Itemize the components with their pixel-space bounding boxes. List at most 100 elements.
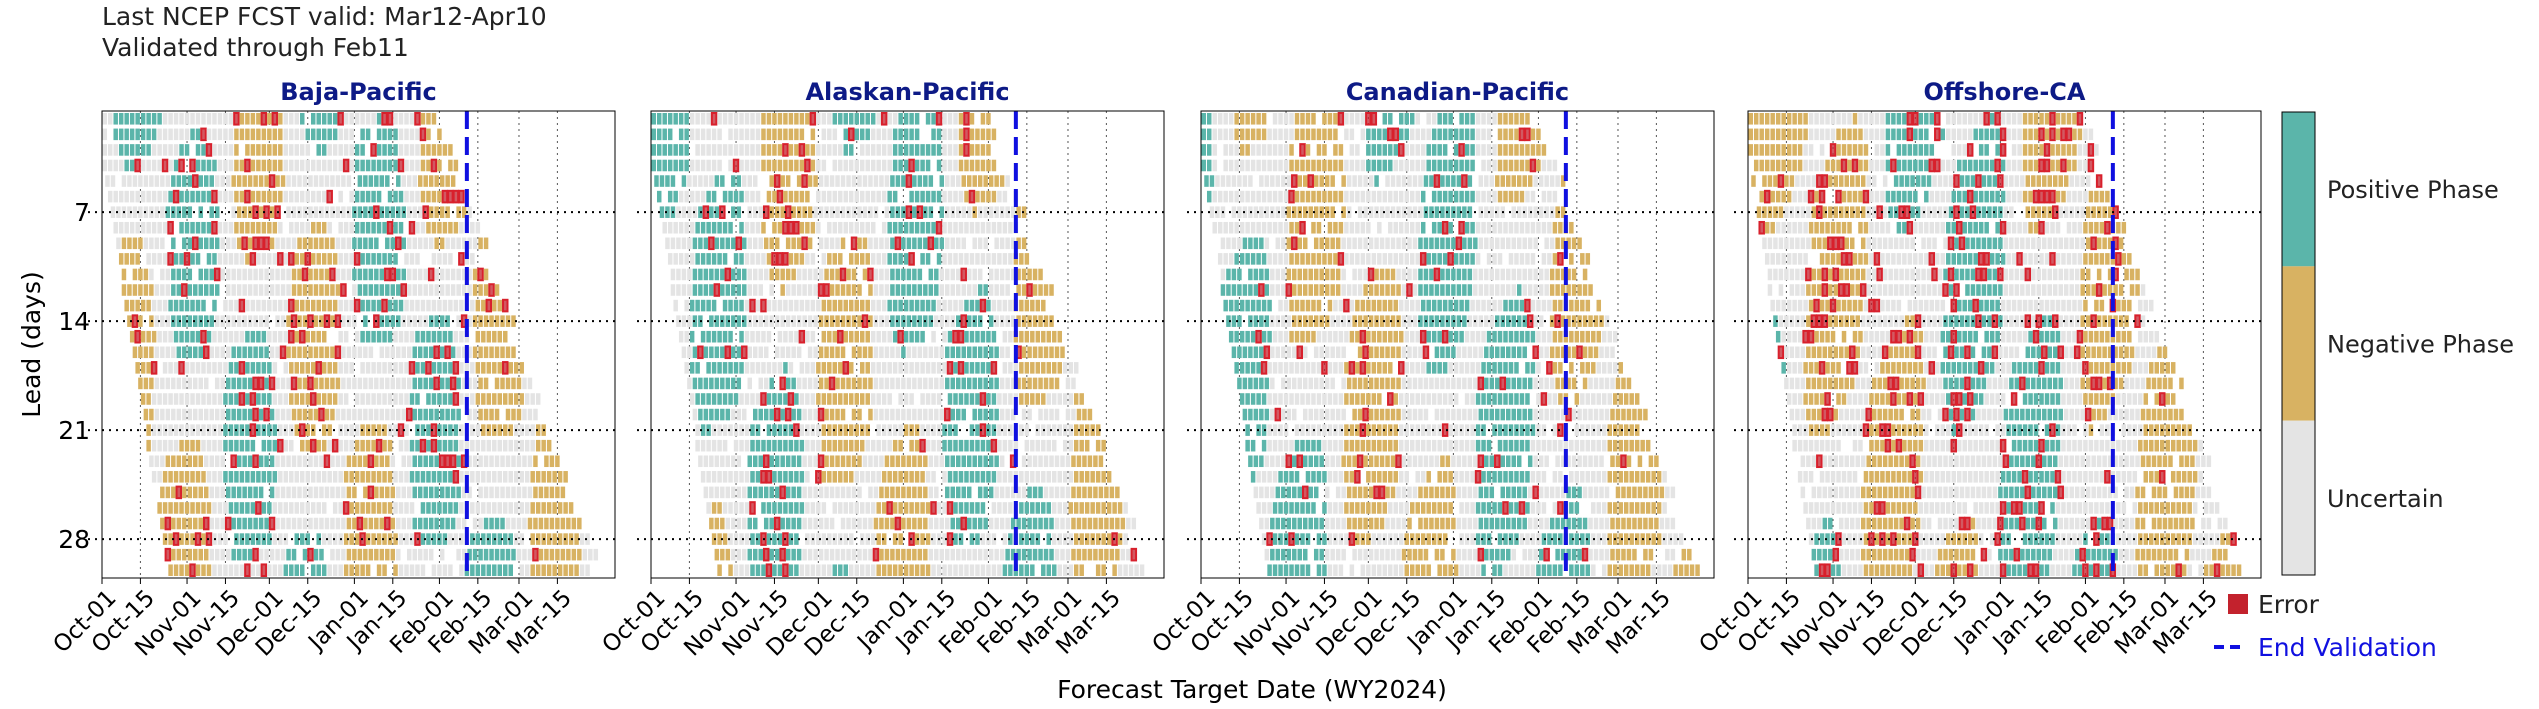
phase-cell — [1278, 159, 1283, 172]
phase-cell — [182, 486, 187, 499]
phase-cell — [703, 408, 709, 421]
phase-cell — [1371, 190, 1377, 203]
phase-cell — [124, 159, 129, 172]
phase-cell — [1035, 393, 1041, 405]
phase-cell — [286, 548, 291, 561]
phase-cell — [843, 144, 849, 156]
error-cell — [784, 407, 792, 422]
phase-cell — [753, 486, 758, 499]
error-cell — [211, 189, 218, 204]
phase-cell — [917, 346, 923, 359]
phase-cell — [1239, 253, 1245, 265]
phase-cell — [714, 408, 720, 421]
phase-cell — [1355, 159, 1360, 172]
phase-cell — [753, 175, 758, 187]
phase-cell — [1002, 190, 1008, 203]
phase-cell — [1057, 502, 1062, 514]
phase-cell — [404, 393, 409, 405]
phase-cell — [1038, 408, 1043, 421]
phase-cell — [761, 144, 766, 156]
phase-cell — [453, 502, 459, 514]
phase-cell — [1530, 221, 1536, 234]
phase-cell — [733, 128, 739, 141]
phase-cell — [171, 175, 176, 187]
phase-cell — [901, 486, 906, 499]
phase-cell — [901, 548, 906, 561]
error-cell — [1461, 174, 1468, 188]
phase-cell — [950, 548, 956, 561]
phase-cell — [1278, 128, 1283, 141]
phase-cell — [1322, 330, 1327, 343]
phase-cell — [1401, 175, 1407, 187]
phase-cell — [379, 315, 385, 327]
phase-cell — [409, 144, 415, 156]
phase-cell — [160, 315, 165, 327]
phase-cell — [975, 533, 980, 545]
phase-cell — [552, 471, 557, 483]
phase-cell — [892, 144, 898, 156]
phase-cell — [1010, 206, 1016, 218]
phase-cell — [107, 190, 113, 203]
phase-cell — [1261, 144, 1267, 156]
phase-cell — [1002, 299, 1008, 312]
phase-cell — [997, 424, 1002, 436]
phase-cell — [1005, 284, 1010, 296]
phase-cell — [1206, 144, 1212, 156]
phase-cell — [876, 144, 881, 156]
phase-cell — [214, 377, 220, 390]
phase-cell — [780, 517, 785, 530]
phase-cell — [988, 175, 994, 187]
phase-cell — [879, 346, 884, 359]
phase-cell — [1215, 206, 1220, 218]
phase-cell — [247, 175, 253, 187]
phase-cell — [884, 455, 890, 468]
phase-cell — [1429, 237, 1434, 250]
phase-cell — [1250, 330, 1256, 343]
phase-cell — [305, 393, 310, 405]
phase-cell — [533, 517, 538, 530]
phase-cell — [467, 548, 472, 561]
phase-cell — [870, 362, 876, 374]
phase-cell — [709, 408, 714, 421]
phase-cell — [1046, 362, 1052, 374]
phase-cell — [851, 486, 857, 499]
phase-cell — [1261, 299, 1267, 312]
phase-cell — [190, 113, 195, 125]
phase-cell — [324, 284, 330, 296]
phase-cell — [321, 299, 327, 312]
phase-cell — [198, 486, 204, 499]
phase-cell — [805, 362, 810, 374]
phase-cell — [176, 517, 182, 530]
phase-cell — [162, 393, 168, 405]
phase-cell — [851, 346, 857, 359]
phase-cell — [1355, 144, 1360, 156]
phase-cell — [736, 548, 742, 561]
phase-cell — [1415, 253, 1420, 265]
phase-cell — [118, 144, 124, 156]
error-cell — [268, 174, 276, 188]
phase-cell — [423, 408, 428, 421]
phase-cell — [1289, 221, 1294, 234]
phase-cell — [832, 471, 838, 483]
phase-cell — [319, 268, 324, 281]
phase-cell — [305, 221, 310, 234]
phase-cell — [909, 471, 914, 483]
phase-cell — [1486, 190, 1492, 203]
phase-cell — [936, 190, 942, 203]
phase-cell — [365, 190, 371, 203]
phase-cell — [851, 455, 857, 468]
phase-cell — [1093, 486, 1098, 499]
phase-cell — [475, 564, 481, 576]
phase-cell — [1005, 315, 1010, 327]
phase-cell — [794, 253, 799, 265]
phase-cell — [1115, 486, 1120, 499]
phase-cell — [209, 315, 214, 327]
phase-cell — [656, 144, 662, 156]
phase-cell — [769, 517, 774, 530]
phase-cell — [881, 533, 887, 545]
phase-cell — [1057, 362, 1062, 374]
phase-cell — [503, 502, 508, 514]
phase-cell — [1030, 564, 1035, 576]
phase-cell — [1248, 175, 1253, 187]
phase-cell — [865, 128, 870, 141]
